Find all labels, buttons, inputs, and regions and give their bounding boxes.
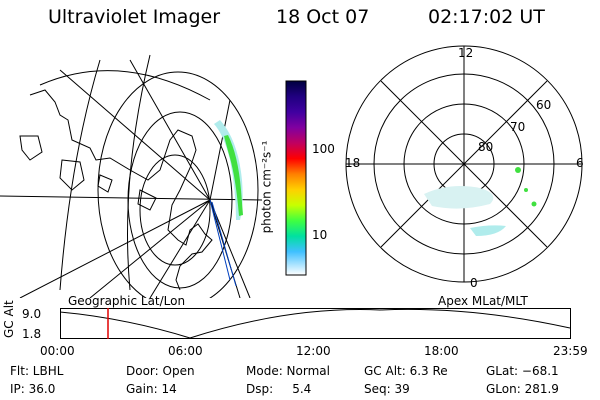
timeline-ytick-high: 9.0 — [22, 307, 42, 321]
coastline-main — [29, 89, 213, 291]
colorbar-tick-10: 10 — [312, 228, 328, 242]
meridian-arc-left — [59, 59, 101, 291]
gain-info: Gain: 14 — [126, 382, 177, 396]
dsp-info: Dsp: 5.4 — [246, 382, 312, 396]
date-label: 18 Oct 07 — [276, 6, 370, 28]
meridian-arc-top — [39, 70, 211, 101]
coastline-island-1 — [19, 135, 43, 161]
timeline-xtick-0600: 06:00 — [168, 344, 203, 358]
ip-info: IP: 36.0 — [10, 382, 56, 396]
lat-circle-outer — [97, 71, 259, 298]
timeline-xtick-1200: 12:00 — [296, 344, 331, 358]
timeline-xtick-0000: 00:00 — [40, 344, 75, 358]
mlat-label-80: 80 — [478, 140, 494, 154]
left-panel-label: Geographic Lat/Lon — [68, 294, 186, 308]
polar-aurora-diffuse — [424, 186, 494, 209]
coastline-island-3 — [137, 189, 157, 211]
mlat-label-70: 70 — [510, 120, 526, 134]
colorbar-gradient — [285, 80, 307, 276]
mlt-label-0: 0 — [470, 276, 478, 290]
seq-info: Seq: 39 — [364, 382, 410, 396]
meridian-line-6 — [89, 199, 211, 298]
polar-aurora-spot-1 — [515, 167, 521, 173]
meridian-line-7 — [59, 69, 211, 201]
mlt-label-12: 12 — [458, 46, 474, 60]
meridian-line-2 — [209, 199, 251, 298]
colorbar — [285, 80, 307, 276]
altitude-curve — [60, 308, 571, 339]
glon-info: GLon: 281.9 — [486, 382, 559, 396]
equator-line — [0, 195, 262, 201]
mode-info: Mode: Normal — [246, 364, 330, 378]
time-label: 02:17:02 UT — [428, 6, 545, 28]
meridian-line-4 — [149, 199, 211, 298]
polar-diagonal-2 — [380, 80, 548, 248]
coastline-island-4 — [97, 174, 113, 193]
meridian-arc-mid — [127, 54, 151, 291]
polar-aurora-cyan — [470, 225, 506, 236]
timeline-frame — [60, 308, 571, 339]
mlt-label-6: 6 — [576, 156, 584, 170]
aurora-oval-green — [224, 135, 243, 216]
mlat-label-60: 60 — [536, 98, 552, 112]
geographic-map — [0, 54, 262, 298]
gc-alt-info: GC Alt: 6.3 Re — [364, 364, 448, 378]
colorbar-tick-100: 100 — [312, 142, 335, 156]
meridian-line-5 — [19, 199, 211, 298]
colorbar-unit-label: photon cm⁻²s⁻¹ — [259, 140, 274, 234]
orbit-track — [209, 199, 237, 287]
mlt-label-18: 18 — [345, 156, 361, 170]
right-panel-label: Apex MLat/MLT — [438, 294, 528, 308]
filter-info: Flt: LBHL — [10, 364, 64, 378]
timeline-xtick-1800: 18:00 — [424, 344, 459, 358]
aurora-diffuse-glow — [214, 120, 243, 220]
glat-info: GLat: −68.1 — [486, 364, 559, 378]
timeline-xtick-2359: 23:59 — [553, 344, 588, 358]
altitude-timeline — [60, 308, 571, 339]
timeline-ytick-low: 1.8 — [22, 327, 42, 341]
coastline-island-2 — [59, 159, 85, 191]
lat-circle-mid — [127, 111, 233, 289]
meridian-line-1 — [209, 99, 231, 201]
polar-aurora-spot-2 — [524, 188, 528, 192]
polar-aurora-spot-3 — [531, 201, 537, 207]
door-info: Door: Open — [126, 364, 195, 378]
lat-circle-inner — [139, 154, 211, 266]
polar-plot — [345, 45, 583, 283]
instrument-title: Ultraviolet Imager — [48, 6, 221, 28]
timeline-ylabel: GC Alt — [2, 300, 16, 338]
meridian-line-8 — [129, 59, 211, 201]
